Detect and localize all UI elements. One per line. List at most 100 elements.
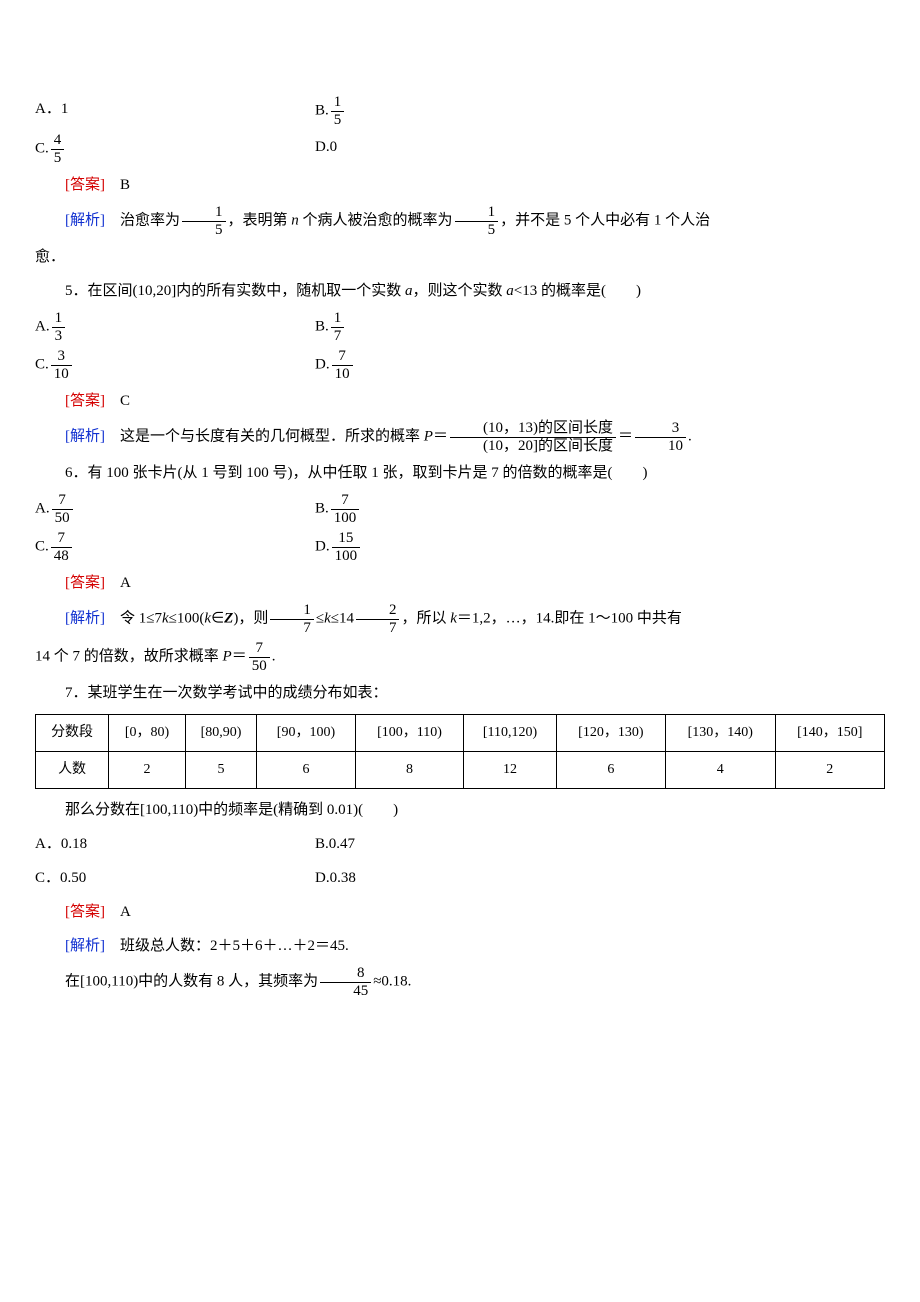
q7-answer: [答案] A	[35, 897, 885, 927]
cell: 12	[464, 752, 556, 789]
n: 3	[635, 420, 686, 438]
d: 7	[270, 620, 314, 637]
t: 班级总人数：2＋5＋6＋…＋2＝45.	[120, 938, 349, 954]
row-header: 人数	[36, 752, 109, 789]
cell: 6	[556, 752, 665, 789]
t: .	[272, 648, 276, 664]
var-P: P	[424, 428, 433, 444]
text: C.	[35, 140, 49, 156]
t: ≤	[316, 610, 324, 626]
row-header: 分数段	[36, 715, 109, 752]
n: 7	[332, 348, 353, 366]
t: C．0.50	[35, 870, 86, 886]
t: ≈0.18.	[373, 973, 411, 989]
parse-label: [解析]	[65, 938, 105, 954]
q6-opt-A: A.750	[35, 492, 315, 526]
n: 7	[331, 492, 360, 510]
d: 10	[51, 366, 72, 383]
frac: 13	[52, 310, 66, 344]
t: 5．在区间(10,20]内的所有实数中，随机取一个实数	[65, 283, 405, 299]
t: ，表明第	[228, 212, 292, 228]
q7-parse-2: 在[100,110)中的人数有 8 人，其频率为845≈0.18.	[35, 965, 885, 999]
t: .	[688, 428, 692, 444]
frac: 748	[51, 530, 72, 564]
var-n: n	[291, 212, 299, 228]
cell: 5	[185, 752, 256, 789]
var-a: a	[506, 283, 514, 299]
frac: 15	[455, 204, 499, 238]
frac: 750	[52, 492, 73, 526]
q4-opt-C: C.45	[35, 132, 315, 166]
t: B.	[315, 500, 329, 516]
set-Z: Z	[224, 610, 233, 626]
q4-parse: [解析] 治愈率为15，表明第 n 个病人被治愈的概率为15，并不是 5 个人中…	[35, 204, 885, 238]
q5-opt-D: D.710	[315, 348, 595, 382]
t: 治愈率为	[120, 212, 180, 228]
n: 1	[182, 204, 226, 222]
n: 8	[320, 965, 371, 983]
frac: 45	[51, 132, 65, 166]
parse-label: [解析]	[65, 428, 105, 444]
frac: 750	[249, 640, 270, 674]
t: 愈．	[35, 249, 65, 265]
num: 1	[331, 94, 345, 112]
col: [100，110)	[355, 715, 464, 752]
q7-stem: 7．某班学生在一次数学考试中的成绩分布如表：	[35, 678, 885, 708]
frac: 845	[320, 965, 371, 999]
q4-opt-D: D.0	[315, 132, 595, 166]
cell: 4	[666, 752, 775, 789]
var-k: k	[450, 610, 457, 626]
frac: 7100	[331, 492, 360, 526]
den: 5	[331, 112, 345, 129]
t: ≤14	[331, 610, 354, 626]
cell: 8	[355, 752, 464, 789]
d: 100	[332, 548, 361, 565]
q5-opt-A: A.13	[35, 310, 315, 344]
q6-parse-line2: 14 个 7 的倍数，故所求概率 P＝750.	[35, 640, 885, 674]
t: ≤100(	[169, 610, 205, 626]
q6-opt-B: B.7100	[315, 492, 595, 526]
text: D.0	[315, 139, 337, 155]
frac: 15	[182, 204, 226, 238]
t: 这是一个与长度有关的几何概型．所求的概率	[120, 428, 424, 444]
table-row: 人数 2 5 6 8 12 6 4 2	[36, 752, 885, 789]
q6-answer: [答案] A	[35, 568, 885, 598]
q4-options-row2: C.45 D.0	[35, 132, 885, 166]
n: 1	[52, 310, 66, 328]
answer-label: [答案]	[65, 393, 105, 409]
d: 7	[356, 620, 400, 637]
frac: 310	[635, 420, 686, 454]
q5-options-row1: A.13 B.17	[35, 310, 885, 344]
t: D.	[315, 356, 330, 372]
frac: 17	[331, 310, 345, 344]
q7-opt-A: A．0.18	[35, 829, 315, 859]
answer-value: A	[120, 904, 131, 920]
d: 48	[51, 548, 72, 565]
q5-opt-C: C.310	[35, 348, 315, 382]
text: A．1	[35, 101, 68, 117]
n: 7	[51, 530, 72, 548]
answer-label: [答案]	[65, 575, 105, 591]
q4-parse-line2: 愈．	[35, 242, 885, 272]
q7-table: 分数段 [0，80) [80,90) [90，100) [100，110) [1…	[35, 714, 885, 789]
table-row: 分数段 [0，80) [80,90) [90，100) [100，110) [1…	[36, 715, 885, 752]
n: 1	[331, 310, 345, 328]
q5-opt-B: B.17	[315, 310, 595, 344]
q4-options-row1: A．1 B.15	[35, 94, 885, 128]
t: 那么分数在[100,110)中的频率是(精确到 0.01)( )	[65, 802, 398, 818]
t: <13 的概率是( )	[514, 283, 641, 299]
t: ，并不是 5 个人中必有 1 个人治	[500, 212, 710, 228]
n: 15	[332, 530, 361, 548]
cell: 6	[257, 752, 356, 789]
t: A．0.18	[35, 836, 87, 852]
n: 7	[249, 640, 270, 658]
den: 5	[51, 150, 65, 167]
q5-options-row2: C.310 D.710	[35, 348, 885, 382]
var-a: a	[405, 283, 413, 299]
q7-options-row2: C．0.50 D.0.38	[35, 863, 885, 893]
q4-opt-B: B.15	[315, 94, 595, 128]
frac: 15	[331, 94, 345, 128]
col: [80,90)	[185, 715, 256, 752]
t: D.0.38	[315, 870, 356, 886]
parse-label: [解析]	[65, 212, 105, 228]
